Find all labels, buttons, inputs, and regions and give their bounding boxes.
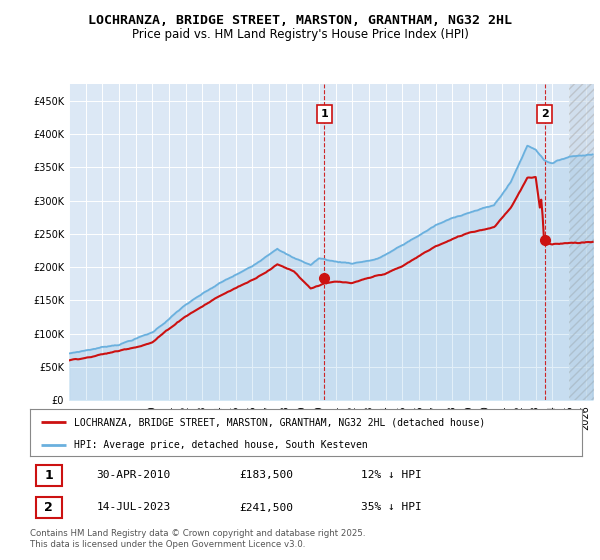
Text: HPI: Average price, detached house, South Kesteven: HPI: Average price, detached house, Sout… bbox=[74, 440, 368, 450]
Text: Contains HM Land Registry data © Crown copyright and database right 2025.
This d: Contains HM Land Registry data © Crown c… bbox=[30, 529, 365, 549]
Text: 1: 1 bbox=[320, 109, 328, 119]
Text: 30-APR-2010: 30-APR-2010 bbox=[96, 470, 170, 480]
FancyBboxPatch shape bbox=[35, 497, 62, 518]
Text: £241,500: £241,500 bbox=[240, 502, 294, 512]
Text: LOCHRANZA, BRIDGE STREET, MARSTON, GRANTHAM, NG32 2HL (detached house): LOCHRANZA, BRIDGE STREET, MARSTON, GRANT… bbox=[74, 417, 485, 427]
Text: 35% ↓ HPI: 35% ↓ HPI bbox=[361, 502, 422, 512]
Text: LOCHRANZA, BRIDGE STREET, MARSTON, GRANTHAM, NG32 2HL: LOCHRANZA, BRIDGE STREET, MARSTON, GRANT… bbox=[88, 14, 512, 27]
Text: Price paid vs. HM Land Registry's House Price Index (HPI): Price paid vs. HM Land Registry's House … bbox=[131, 28, 469, 41]
Text: 2: 2 bbox=[44, 501, 53, 514]
Text: 1: 1 bbox=[44, 469, 53, 482]
Text: £183,500: £183,500 bbox=[240, 470, 294, 480]
Bar bbox=[569, 84, 594, 400]
FancyBboxPatch shape bbox=[35, 465, 62, 486]
Text: 12% ↓ HPI: 12% ↓ HPI bbox=[361, 470, 422, 480]
Bar bbox=[569, 84, 594, 400]
Text: 2: 2 bbox=[541, 109, 548, 119]
Text: 14-JUL-2023: 14-JUL-2023 bbox=[96, 502, 170, 512]
